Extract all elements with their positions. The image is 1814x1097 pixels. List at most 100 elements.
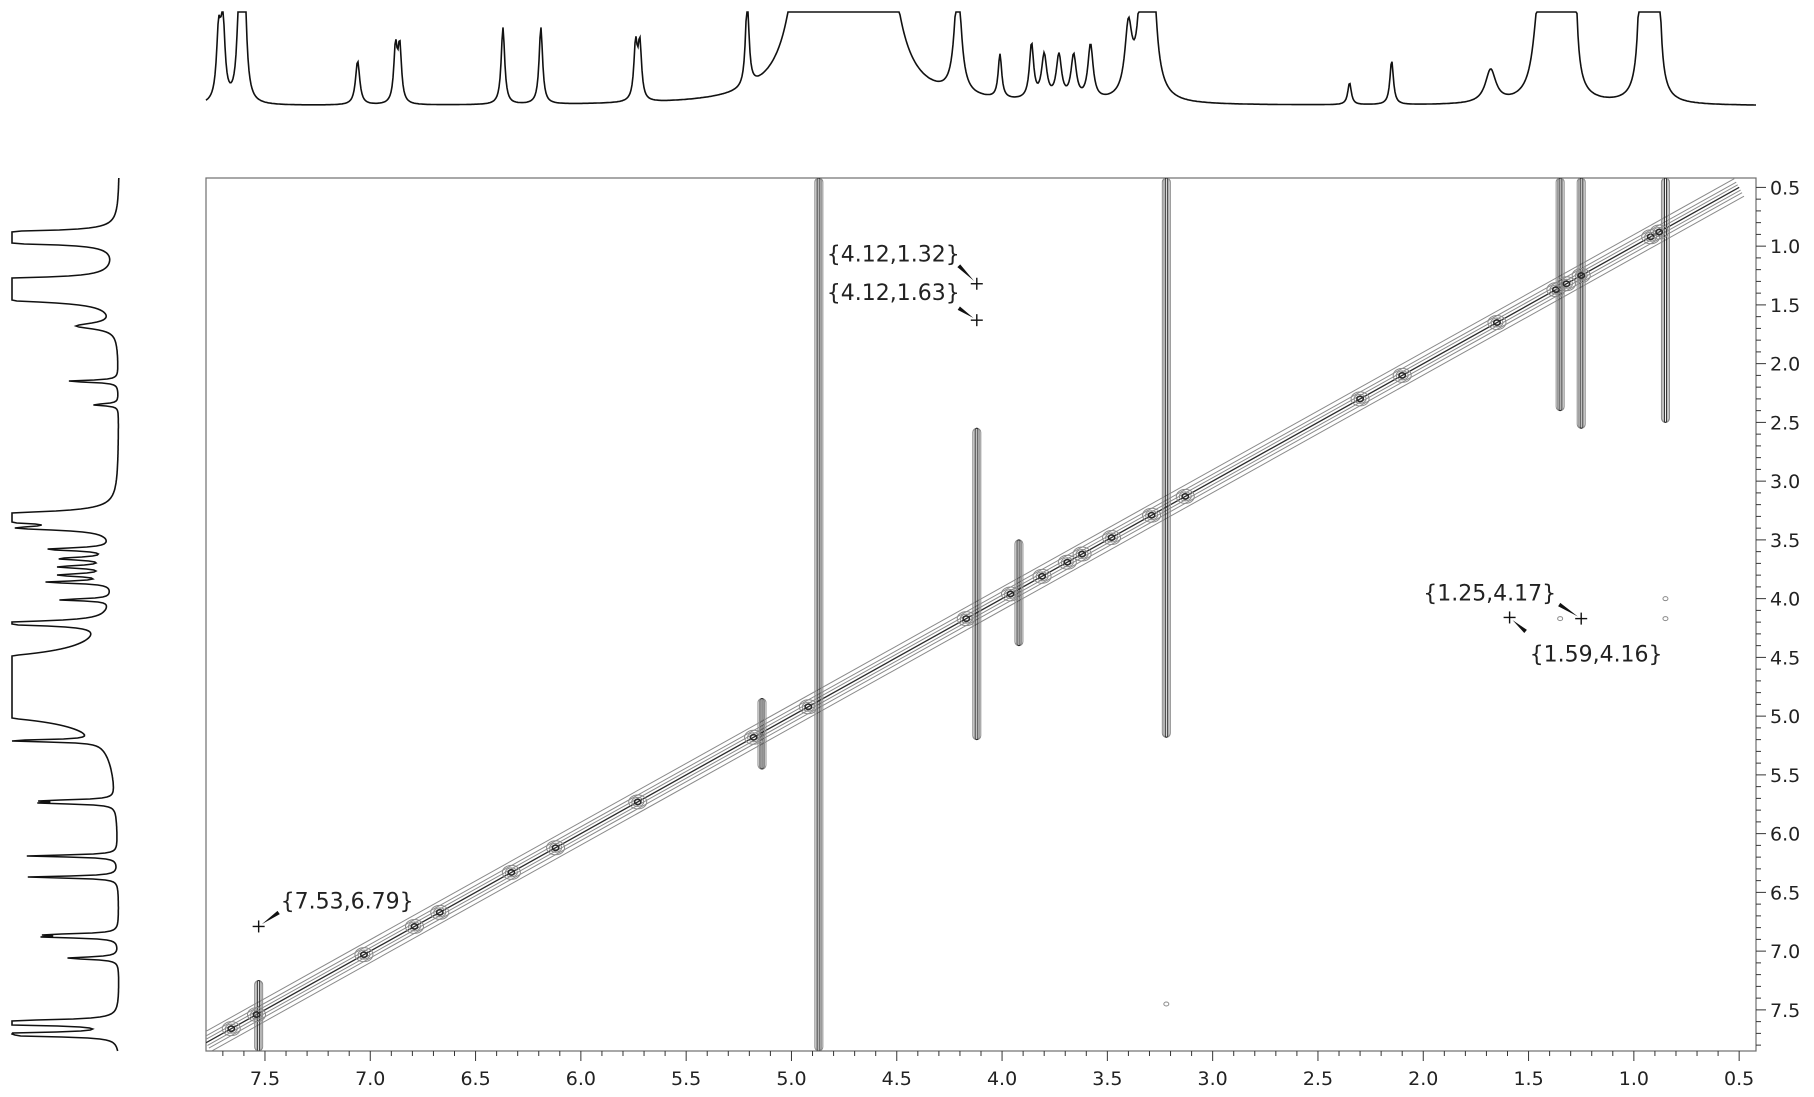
cross-peak-label: {1.59,4.16}: [1530, 642, 1663, 667]
diagonal-peak: [1562, 280, 1571, 288]
y-tick-label: 6.5: [1770, 882, 1800, 904]
diagonal-peak: [227, 1025, 236, 1033]
x-tick-label: 3.5: [1092, 1068, 1122, 1090]
diagonal-peak: [250, 1009, 264, 1020]
diagonal-peak: [252, 1011, 261, 1018]
streak-peak: [1579, 178, 1583, 429]
y-tick-label: 6.0: [1770, 824, 1800, 846]
y-tick-label: 1.5: [1770, 295, 1800, 317]
top-projection-spectrum: [205, 11, 1756, 106]
x-axis: 7.5 7.0 6.5 6.0 5.5 5.0 4.5 4.0 3.5 3.0 2.5 2.0 1.5 1…: [206, 1050, 1756, 1090]
cross-peak-pointer: [1558, 602, 1578, 617]
diagonal-peak: [633, 798, 642, 806]
x-tick-label: 7.0: [355, 1068, 385, 1090]
diagonal-peak: [749, 733, 758, 741]
diagonal-peak: [1145, 510, 1159, 521]
diagonal-peak: [1072, 546, 1092, 562]
diagonal-peak: [1577, 272, 1586, 279]
diagonal-peak: [956, 611, 976, 627]
plot-area: {4.12,1.32} {4.12,1.63} {1.25,4.17} {1.59,4…: [205, 177, 1757, 1052]
diagonal-peak: [962, 615, 971, 623]
x-tick-label: 2.0: [1408, 1068, 1438, 1090]
diagonal-peak: [504, 867, 518, 878]
diagonal-peak: [247, 1007, 267, 1023]
diagonal-contour: [206, 181, 1737, 1037]
minor-peak: [1662, 616, 1669, 622]
diagonal-peak: [1551, 286, 1560, 294]
x-tick-label: 4.0: [987, 1068, 1017, 1090]
diagonal-peak: [1078, 550, 1087, 558]
cross-peak-label: {4.12,1.63}: [827, 281, 960, 306]
diagonal-peak: [798, 699, 818, 715]
diagonal-peak: [1060, 557, 1074, 568]
diagonal-peak: [1571, 268, 1591, 284]
diagonal-peak: [959, 613, 973, 624]
x-tick-label: 6.0: [566, 1068, 596, 1090]
y-tick-label: 4.5: [1770, 647, 1800, 669]
diagonal-peak: [1102, 530, 1122, 546]
diagonal-peak: [1487, 315, 1507, 331]
y-tick-label: 4.0: [1770, 589, 1800, 611]
diagonal-peak: [549, 842, 563, 853]
diagonal-peak: [357, 949, 371, 960]
y-axis: 0.5 1.0 1.5 2.0 2.5 3.0 3.5 4.0 4.5 5.0 5.5 6.0 6.5 7…: [1755, 177, 1800, 1051]
diagonal-peak: [1655, 228, 1664, 236]
contour-layer: [206, 178, 1745, 1051]
diagonal-peak: [1063, 558, 1072, 566]
y-tick-label: 5.5: [1770, 765, 1800, 787]
y-tick-label: 3.0: [1770, 471, 1800, 493]
diagonal-contour: [206, 178, 1735, 1032]
cross-peak-annotations: {4.12,1.32} {4.12,1.63} {1.25,4.17} {1.59,4…: [252, 243, 1663, 933]
diagonal-peak: [433, 907, 447, 918]
diagonal-peak: [1181, 493, 1190, 500]
diagonal-peak: [801, 701, 815, 712]
diagonal-peak: [359, 951, 368, 959]
diagonal-peak: [1398, 371, 1407, 379]
diagonal-peak: [1350, 391, 1370, 407]
x-tick-label: 0.5: [1724, 1068, 1754, 1090]
diagonal-peak: [1147, 511, 1156, 519]
diagonal-peak: [1178, 491, 1192, 502]
diagonal-peak: [744, 729, 764, 745]
y-tick-label: 5.0: [1770, 706, 1800, 728]
diagonal-peak: [1356, 395, 1365, 403]
diagonal-peak: [1353, 393, 1367, 404]
diagonal-peak: [1107, 534, 1116, 541]
diagonal-peak: [354, 947, 374, 963]
cross-peak-label: {1.25,4.17}: [1423, 582, 1556, 607]
x-tick-label: 6.5: [460, 1068, 490, 1090]
x-tick-label: 5.5: [671, 1068, 701, 1090]
x-tick-label: 4.5: [882, 1068, 912, 1090]
y-tick-label: 7.5: [1770, 1000, 1800, 1022]
streak-peak: [1663, 178, 1667, 423]
minor-peak: [1662, 596, 1669, 602]
diagonal-peak: [221, 1021, 241, 1037]
streak-peak: [814, 178, 824, 1051]
diagonal-peak: [1003, 588, 1017, 599]
diagonal-peak: [1175, 488, 1195, 504]
diagonal-peak: [631, 796, 645, 807]
diagonal-peak: [1490, 317, 1504, 328]
diagonal-peak: [410, 923, 419, 930]
x-tick-label: 7.5: [250, 1068, 280, 1090]
diagonal-peak: [1559, 278, 1573, 289]
y-tick-label: 2.0: [1770, 354, 1800, 376]
diagonal-peak: [551, 844, 560, 852]
minor-peak: [1557, 616, 1564, 622]
y-tick-label: 0.5: [1770, 177, 1800, 199]
cross-peak-label: {4.12,1.32}: [827, 243, 960, 268]
diagonal-peak: [1035, 571, 1049, 582]
streak-peak: [975, 427, 979, 741]
diagonal-peak: [404, 918, 424, 934]
streak-peak: [1558, 178, 1562, 412]
streak-peak: [815, 178, 822, 1051]
minor-peak: [1163, 1001, 1170, 1007]
diagonal-peak: [224, 1023, 238, 1034]
diagonal-peak: [1546, 282, 1566, 298]
diagonal-peak: [1006, 590, 1015, 598]
diagonal-peak: [1000, 586, 1020, 602]
y-tick-label: 7.0: [1770, 941, 1800, 963]
y-tick-label: 2.5: [1770, 412, 1800, 434]
streak-peak: [817, 178, 821, 1051]
diagonal-peak: [1392, 367, 1412, 383]
